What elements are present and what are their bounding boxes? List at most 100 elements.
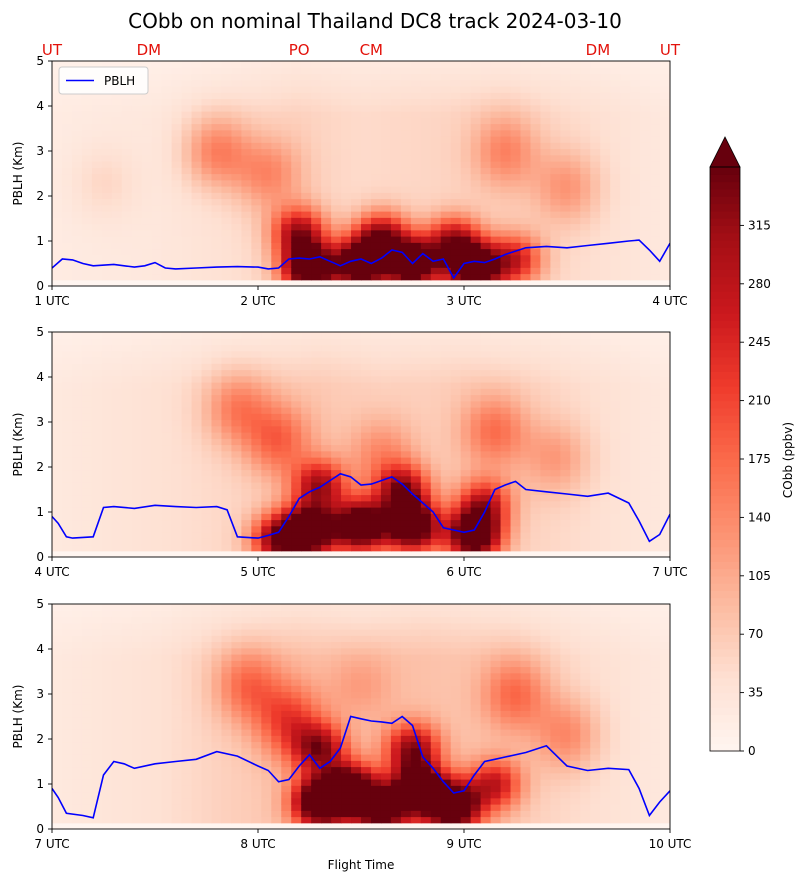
heatmap-cell xyxy=(91,647,103,655)
heatmap-cell xyxy=(620,507,631,514)
heatmap-cell xyxy=(390,357,402,364)
heatmap-cell xyxy=(341,236,352,243)
heatmap-cell xyxy=(370,248,382,256)
heatmap-cell xyxy=(91,332,103,339)
heatmap-cell xyxy=(420,192,432,200)
heatmap-cell xyxy=(510,525,522,533)
heatmap-cell xyxy=(600,267,611,275)
heatmap-cell xyxy=(351,475,362,483)
heatmap-cell xyxy=(52,513,63,521)
heatmap-cell xyxy=(610,236,621,243)
heatmap-cell xyxy=(231,338,242,346)
heatmap-cell xyxy=(141,654,153,661)
heatmap-cell xyxy=(121,544,133,552)
heatmap-cell xyxy=(341,198,352,206)
heatmap-cell xyxy=(650,438,661,446)
heatmap-cell xyxy=(81,267,93,275)
heatmap-cell xyxy=(500,204,512,212)
heatmap-cell xyxy=(450,344,462,352)
heatmap-cell xyxy=(351,111,362,118)
heatmap-cell xyxy=(91,494,103,502)
heatmap-cell xyxy=(211,685,223,693)
heatmap-cell xyxy=(181,810,193,818)
heatmap-cell xyxy=(211,79,223,87)
heatmap-cell xyxy=(221,217,233,225)
heatmap-cell xyxy=(81,438,93,446)
heatmap-cell xyxy=(161,722,173,730)
heatmap-cell xyxy=(600,419,611,427)
heatmap-cell xyxy=(191,760,203,768)
heatmap-cell xyxy=(380,375,392,383)
heatmap-cell xyxy=(440,432,452,439)
heatmap-cell xyxy=(121,660,133,668)
heatmap-cell xyxy=(231,394,242,402)
heatmap-cell xyxy=(151,754,163,761)
heatmap-cell xyxy=(281,475,292,483)
heatmap-cell xyxy=(201,98,213,106)
heatmap-cell xyxy=(490,198,502,206)
heatmap-cell xyxy=(570,482,581,489)
heatmap-cell xyxy=(600,248,611,256)
heatmap-cell xyxy=(351,469,362,477)
heatmap-cell xyxy=(291,400,302,408)
heatmap-cell xyxy=(61,457,73,464)
heatmap-cell xyxy=(141,92,153,100)
heatmap-cell xyxy=(490,532,502,539)
heatmap-cell xyxy=(261,444,272,452)
heatmap-cell xyxy=(450,223,462,231)
heatmap-cell xyxy=(640,419,651,427)
heatmap-cell xyxy=(211,98,223,106)
heatmap-cell xyxy=(81,722,93,730)
heatmap-cell xyxy=(101,716,113,724)
heatmap-cell xyxy=(171,86,183,93)
heatmap-cell xyxy=(151,685,163,693)
heatmap-cell xyxy=(410,73,422,81)
heatmap-cell xyxy=(510,186,522,193)
heatmap-cell xyxy=(540,519,551,527)
heatmap-cell xyxy=(101,785,113,793)
heatmap-cell xyxy=(520,61,532,68)
heatmap-cell xyxy=(161,729,173,736)
heatmap-cell xyxy=(570,148,581,156)
heatmap-cell xyxy=(101,61,113,68)
heatmap-cell xyxy=(191,519,203,527)
heatmap-cell xyxy=(480,79,492,87)
heatmap-cell xyxy=(490,432,502,439)
heatmap-cell xyxy=(91,816,103,824)
heatmap-cell xyxy=(630,92,641,100)
heatmap-cell xyxy=(301,369,312,377)
heatmap-cell xyxy=(171,179,183,187)
heatmap-cell xyxy=(291,413,302,421)
heatmap-cell xyxy=(271,425,282,433)
heatmap-cell xyxy=(550,217,561,225)
heatmap-cell xyxy=(141,117,153,125)
heatmap-cell xyxy=(610,450,621,458)
heatmap-cell xyxy=(131,672,143,680)
heatmap-cell xyxy=(351,338,362,346)
heatmap-cell xyxy=(71,123,83,131)
heatmap-cell xyxy=(380,350,392,358)
heatmap-cell xyxy=(221,186,233,193)
heatmap-cell xyxy=(111,500,123,508)
heatmap-cell xyxy=(580,482,591,489)
heatmap-cell xyxy=(291,61,302,68)
heatmap-cell xyxy=(151,369,163,377)
heatmap-cell xyxy=(271,369,282,377)
heatmap-cell xyxy=(201,136,213,143)
heatmap-cell xyxy=(271,129,282,137)
heatmap-cell xyxy=(380,61,392,68)
heatmap-cell xyxy=(480,217,492,225)
heatmap-cell xyxy=(141,772,153,780)
heatmap-cell xyxy=(560,254,571,262)
heatmap-cell xyxy=(111,704,123,711)
heatmap-cell xyxy=(530,469,542,477)
heatmap-cell xyxy=(171,816,183,824)
heatmap-cell xyxy=(370,198,382,206)
heatmap-cell xyxy=(91,488,103,496)
heatmap-cell xyxy=(600,382,611,389)
heatmap-cell xyxy=(610,67,621,75)
heatmap-cell xyxy=(361,463,372,471)
heatmap-cell xyxy=(271,217,282,225)
heatmap-cell xyxy=(640,223,651,231)
heatmap-cell xyxy=(560,482,571,489)
